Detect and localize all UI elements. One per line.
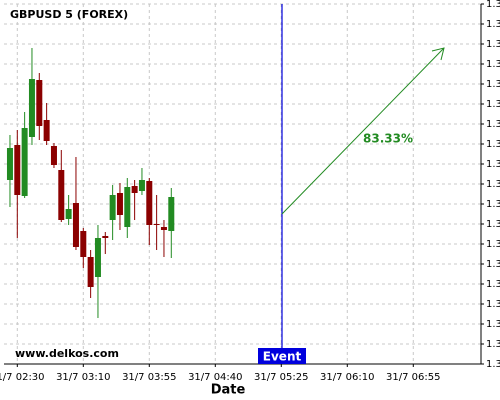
x-axis-label: Date: [211, 383, 246, 398]
candle-body: [138, 180, 145, 191]
candle-body: [160, 227, 167, 230]
candle-body: [124, 187, 131, 227]
y-tick-label: 1.3141: [486, 59, 500, 70]
candle-body: [43, 120, 50, 141]
y-tick-label: 1.3131: [486, 159, 500, 170]
x-tick-label: 31/7 04:40: [188, 372, 242, 383]
candle-body: [36, 80, 43, 126]
candle-body: [94, 238, 101, 277]
y-tick-label: 1.3117: [486, 299, 500, 310]
candle-body: [109, 195, 116, 220]
y-tick-label: 1.3127: [486, 199, 500, 210]
candle-body: [58, 170, 65, 220]
candle-body: [50, 146, 57, 165]
candle-body: [131, 186, 138, 193]
event-box: [258, 348, 306, 364]
y-tick-label: 1.3119: [486, 279, 500, 290]
x-tick-label: 31/7 06:55: [386, 372, 440, 383]
y-tick-label: 1.3123: [486, 239, 500, 250]
candle-body: [102, 236, 109, 238]
y-tick-label: 1.3125: [486, 219, 500, 230]
candle-body: [21, 128, 28, 196]
x-tick-label: 31/7 05:25: [254, 372, 308, 383]
candle-body: [72, 203, 79, 247]
y-tick-label: 1.3133: [486, 139, 500, 150]
forecast-arrow: [281, 47, 445, 215]
candle-body: [146, 181, 153, 225]
arrow-head: [431, 47, 445, 61]
event-label: Event: [263, 350, 302, 364]
y-tick-label: 1.3111: [486, 359, 500, 370]
y-tick-label: 1.3121: [486, 259, 500, 270]
y-tick-label: 1.3139: [486, 79, 500, 90]
y-tick-label: 1.3137: [486, 99, 500, 110]
grid: [4, 3, 481, 365]
candle-body: [168, 197, 175, 231]
candle-body: [28, 79, 35, 137]
y-tick-label: 1.3115: [486, 319, 500, 330]
candle-body: [6, 148, 13, 180]
y-tick-label: 1.3145: [486, 19, 500, 30]
candle-body: [65, 209, 72, 219]
candle-body: [153, 224, 160, 225]
y-tick-label: 1.3147: [486, 0, 500, 10]
watermark: www.delkos.com: [15, 347, 119, 360]
x-tick-label: 31/7 03:55: [122, 372, 176, 383]
candle-body: [87, 257, 94, 287]
y-tick-label: 1.3143: [486, 39, 500, 50]
y-tick-label: 1.3113: [486, 339, 500, 350]
x-tick-label: 31/7 06:10: [320, 372, 374, 383]
y-tick-label: 1.3135: [486, 119, 500, 130]
candle-body: [14, 145, 21, 195]
x-tick-label: 31/7 02:30: [0, 372, 45, 383]
y-tick-label: 1.3129: [486, 179, 500, 190]
candle-body: [116, 193, 123, 215]
probability-label: 83.33%: [363, 132, 413, 146]
candle-body: [80, 231, 87, 257]
x-tick-label: 31/7 03:10: [56, 372, 110, 383]
chart-title: GBPUSD 5 (FOREX): [10, 8, 128, 21]
